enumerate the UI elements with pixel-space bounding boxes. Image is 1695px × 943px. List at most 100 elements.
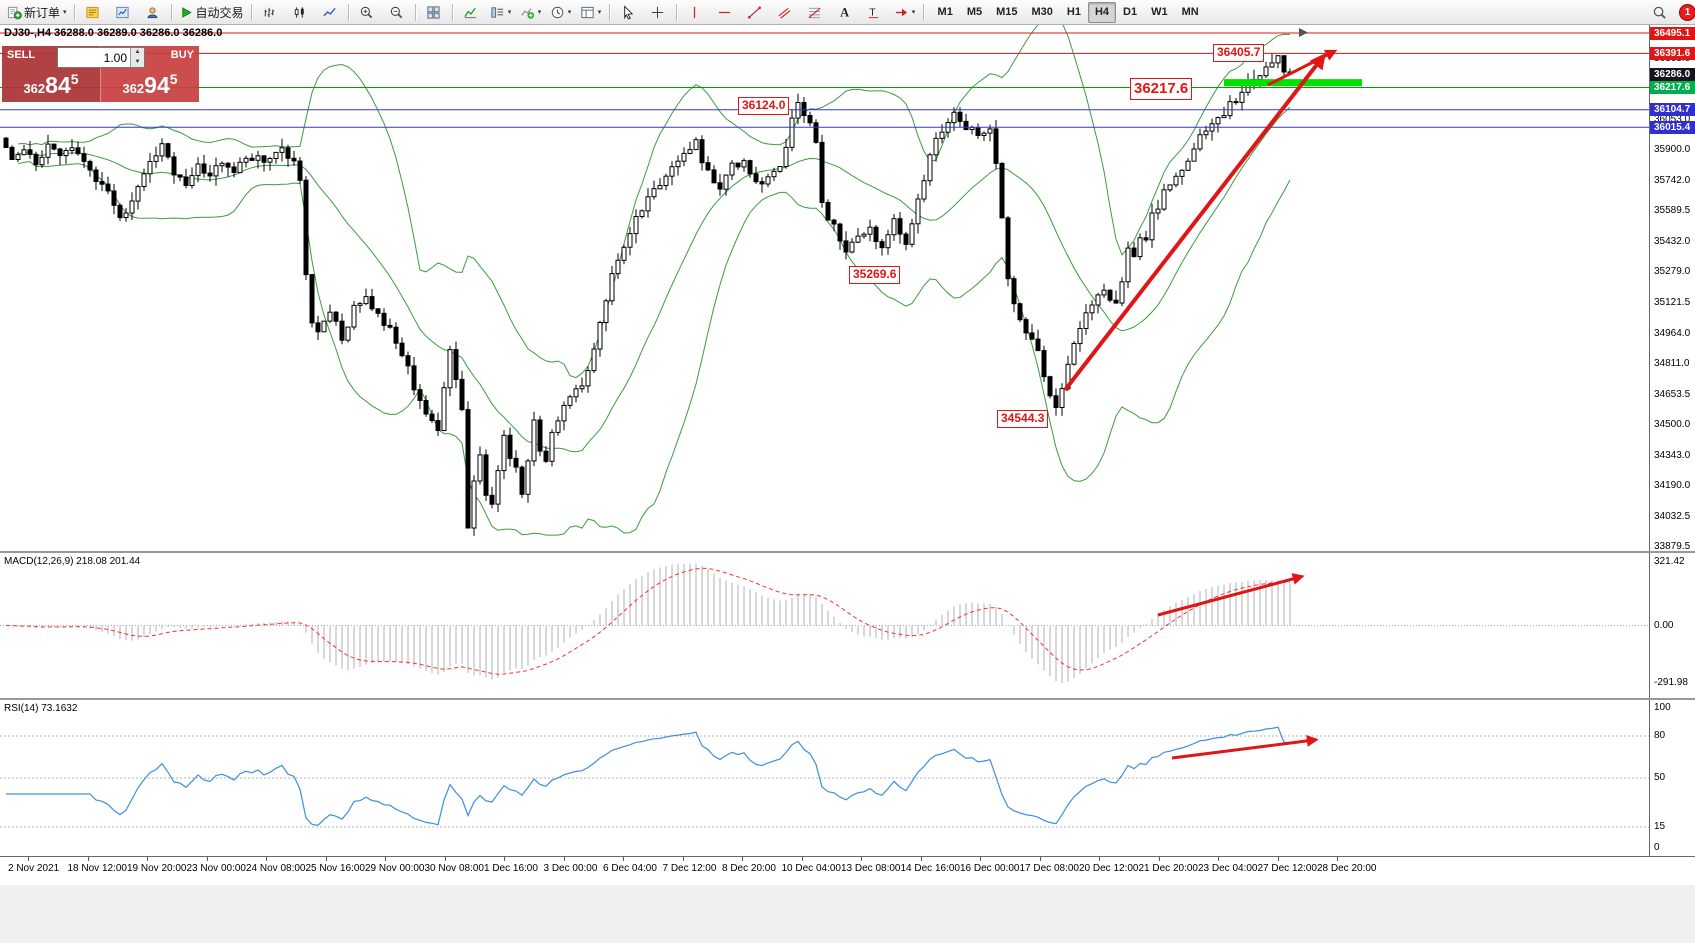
text-button[interactable]: A — [830, 1, 860, 23]
timeframe-mn-button[interactable]: MN — [1181, 6, 1199, 18]
metaeditor-button[interactable] — [78, 1, 108, 23]
sell-price: 362845 — [23, 71, 79, 98]
indicator-windows-button[interactable]: ▾ — [486, 1, 516, 23]
rsi-tick: 100 — [1654, 702, 1671, 713]
fibonacci-icon — [808, 7, 821, 18]
search-icon — [1653, 6, 1666, 19]
new-order-button[interactable]: 新订单 ▾ — [3, 1, 71, 23]
rsi-panel[interactable]: RSI(14) 73.1632 — [0, 700, 1649, 856]
volume-input[interactable] — [58, 48, 130, 67]
search-button[interactable] — [1644, 1, 1674, 23]
timeframe-m30-button[interactable]: M30 — [1031, 6, 1053, 18]
tile-windows-icon — [427, 5, 440, 19]
trend-arrow[interactable] — [1063, 52, 1326, 392]
toolbar-separator — [73, 3, 75, 21]
add-indicator-button[interactable]: ▾ — [516, 1, 546, 23]
macd-label: MACD(12,26,9) 218.08 201.44 — [4, 556, 141, 567]
time-tick — [28, 857, 29, 861]
time-tick — [980, 857, 981, 861]
indicators-button[interactable] — [456, 1, 486, 23]
price-callout[interactable]: 36405.7 — [1213, 44, 1265, 62]
periods-button[interactable]: ▾ — [546, 1, 576, 23]
time-label: 19 Nov 20:00 — [127, 863, 187, 874]
chart-shift-icon[interactable] — [1299, 28, 1308, 37]
svg-text:A: A — [840, 5, 849, 19]
zoom-in-button[interactable] — [352, 1, 382, 23]
trendline-button[interactable] — [740, 1, 770, 23]
timeframe-h1-button[interactable]: H1 — [1066, 6, 1081, 18]
spinner-down-icon[interactable]: ▼ — [131, 57, 144, 67]
volume-box: ▲▼ — [57, 47, 145, 68]
main-chart-panel[interactable]: DJ30-,H4 36288.0 36289.0 36286.0 36286.0… — [0, 24, 1649, 551]
fibonacci-button[interactable] — [800, 1, 830, 23]
time-tick — [1337, 857, 1338, 861]
cursor-button[interactable] — [613, 1, 643, 23]
horizontal-line-button[interactable] — [710, 1, 740, 23]
macd-chart-svg[interactable] — [0, 553, 1649, 698]
macd-chart-canvas[interactable] — [0, 553, 1649, 698]
rsi-chart-canvas[interactable] — [0, 700, 1649, 856]
price-callout[interactable]: 35269.6 — [849, 266, 901, 284]
line-chart-icon — [323, 7, 336, 16]
price-tick: 35589.5 — [1654, 205, 1691, 216]
panel-separator[interactable] — [0, 698, 1695, 700]
volume-spinner: ▲ ▼ — [130, 48, 144, 67]
navigator-button[interactable] — [138, 1, 168, 23]
time-label: 16 Dec 00:00 — [960, 863, 1020, 874]
timeframe-w1-button[interactable]: W1 — [1151, 6, 1168, 18]
arrows-button[interactable]: ▾ — [890, 1, 920, 23]
trend-arrow[interactable] — [1157, 573, 1305, 617]
price-tick: 35742.0 — [1654, 175, 1691, 186]
price-tick: 34653.5 — [1654, 388, 1691, 400]
add-indicator-icon — [521, 7, 534, 19]
price-marker: 36217.6 — [1650, 81, 1695, 94]
vertical-line-icon — [693, 6, 696, 18]
line-chart-button[interactable] — [315, 1, 345, 23]
cursor-icon — [624, 4, 634, 20]
periods-icon — [551, 6, 563, 18]
zoom-out-button[interactable] — [382, 1, 412, 23]
time-label: 13 Dec 08:00 — [841, 863, 901, 874]
timeframe-m15-button[interactable]: M15 — [996, 6, 1018, 18]
autotrading-button[interactable]: 自动交易 — [175, 1, 248, 23]
toolbar-separator — [451, 3, 453, 21]
price-callout[interactable]: 36124.0 — [738, 97, 790, 115]
notification-badge[interactable]: 1 — [1679, 3, 1695, 21]
time-axis[interactable]: 2 Nov 2021 18 Nov 12:00 19 Nov 20:00 23 Nov… — [0, 856, 1695, 885]
price-marker: 36286.0 — [1650, 67, 1695, 81]
timeframe-d1-button[interactable]: D1 — [1123, 6, 1138, 18]
timeframe-h4-button[interactable]: H4 — [1087, 1, 1117, 23]
market-watch-button[interactable] — [108, 1, 138, 23]
trend-arrow[interactable] — [1267, 49, 1338, 87]
crosshair-button[interactable] — [643, 1, 673, 23]
price-scale-main: 36363.036053.035900.035742.035589.535432… — [1650, 24, 1695, 552]
text-label-button[interactable]: T — [860, 1, 890, 23]
rsi-tick: 0 — [1654, 842, 1660, 853]
templates-button[interactable]: ▾ — [576, 1, 606, 23]
timeframe-m1-button[interactable]: M1 — [937, 6, 953, 18]
price-callout[interactable]: 34544.3 — [997, 410, 1049, 428]
time-tick — [206, 857, 208, 861]
equidistant-channel-button[interactable] — [770, 1, 800, 23]
price-scale[interactable]: 36363.036053.035900.035742.035589.535432… — [1649, 24, 1695, 856]
time-tick — [87, 857, 89, 861]
spinner-up-icon[interactable]: ▲ — [131, 48, 144, 58]
bar-chart-button[interactable] — [255, 1, 285, 23]
bar-chart-icon — [264, 7, 275, 17]
price-callout[interactable]: 36217.6 — [1130, 78, 1193, 100]
trend-arrow[interactable] — [1171, 734, 1319, 760]
toolbar-separator — [414, 3, 416, 21]
price-tick: 34964.0 — [1654, 327, 1691, 339]
price-tick: 33879.5 — [1654, 541, 1691, 552]
macd-panel[interactable]: MACD(12,26,9) 218.08 201.44 — [0, 553, 1649, 698]
panel-separator[interactable] — [0, 551, 1695, 553]
price-chart-canvas[interactable] — [0, 24, 1649, 551]
candlestick-chart-button[interactable] — [285, 1, 315, 23]
rsi-chart-svg[interactable] — [0, 700, 1649, 856]
time-label: 6 Dec 04:00 — [603, 863, 657, 874]
price-chart-svg[interactable] — [0, 24, 1649, 551]
vertical-line-button[interactable] — [680, 1, 710, 23]
tile-windows-button[interactable] — [419, 1, 449, 23]
timeframe-m5-button[interactable]: M5 — [966, 6, 983, 18]
